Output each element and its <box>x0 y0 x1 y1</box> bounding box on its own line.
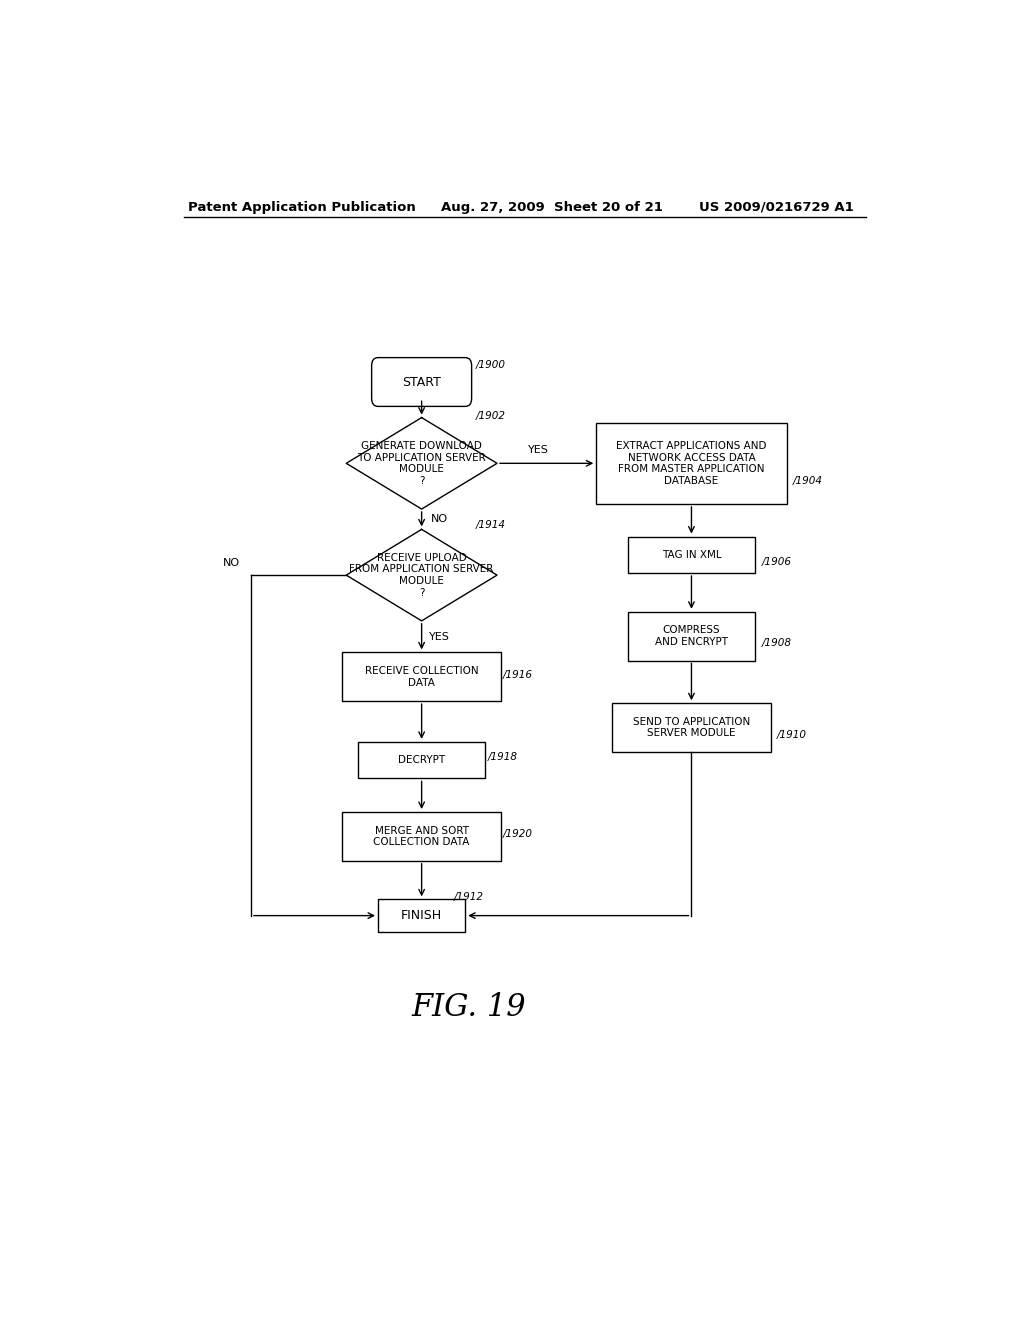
Text: SEND TO APPLICATION
SERVER MODULE: SEND TO APPLICATION SERVER MODULE <box>633 717 751 738</box>
Text: Aug. 27, 2009  Sheet 20 of 21: Aug. 27, 2009 Sheet 20 of 21 <box>441 201 664 214</box>
Text: /1912: /1912 <box>454 892 483 903</box>
Text: Patent Application Publication: Patent Application Publication <box>187 201 416 214</box>
Bar <box>596 422 786 504</box>
Text: EXTRACT APPLICATIONS AND
NETWORK ACCESS DATA
FROM MASTER APPLICATION
DATABASE: EXTRACT APPLICATIONS AND NETWORK ACCESS … <box>616 441 767 486</box>
Text: /1910: /1910 <box>777 730 807 739</box>
Text: MERGE AND SORT
COLLECTION DATA: MERGE AND SORT COLLECTION DATA <box>374 825 470 847</box>
Text: RECEIVE COLLECTION
DATA: RECEIVE COLLECTION DATA <box>365 667 478 688</box>
Text: /1914: /1914 <box>475 520 506 531</box>
Bar <box>628 611 755 660</box>
Text: NO: NO <box>430 515 447 524</box>
Bar <box>342 652 501 701</box>
Bar <box>342 812 501 861</box>
Text: /1908: /1908 <box>761 639 792 648</box>
Text: /1900: /1900 <box>475 360 506 370</box>
Text: YES: YES <box>528 445 549 455</box>
Text: YES: YES <box>429 631 450 642</box>
Text: DECRYPT: DECRYPT <box>398 755 445 766</box>
Text: TAG IN XML: TAG IN XML <box>662 550 721 560</box>
Text: GENERATE DOWNLOAD
TO APPLICATION SERVER
MODULE
?: GENERATE DOWNLOAD TO APPLICATION SERVER … <box>357 441 486 486</box>
Text: /1904: /1904 <box>793 475 823 486</box>
Text: FIG. 19: FIG. 19 <box>412 991 526 1023</box>
Text: FINISH: FINISH <box>401 909 442 923</box>
Text: /1918: /1918 <box>487 752 517 762</box>
Text: /1902: /1902 <box>475 411 506 421</box>
Text: RECEIVE UPLOAD
FROM APPLICATION SERVER
MODULE
?: RECEIVE UPLOAD FROM APPLICATION SERVER M… <box>349 553 494 598</box>
Text: /1920: /1920 <box>503 829 532 840</box>
Text: COMPRESS
AND ENCRYPT: COMPRESS AND ENCRYPT <box>655 626 728 647</box>
Text: START: START <box>402 375 441 388</box>
Text: /1916: /1916 <box>503 669 532 680</box>
Bar <box>612 704 771 752</box>
FancyBboxPatch shape <box>372 358 472 407</box>
Polygon shape <box>346 417 497 510</box>
Bar <box>628 536 755 573</box>
Text: US 2009/0216729 A1: US 2009/0216729 A1 <box>699 201 854 214</box>
Bar <box>358 742 485 779</box>
Polygon shape <box>346 529 497 620</box>
Bar <box>378 899 465 932</box>
Text: /1906: /1906 <box>761 557 792 568</box>
Text: NO: NO <box>222 558 240 568</box>
